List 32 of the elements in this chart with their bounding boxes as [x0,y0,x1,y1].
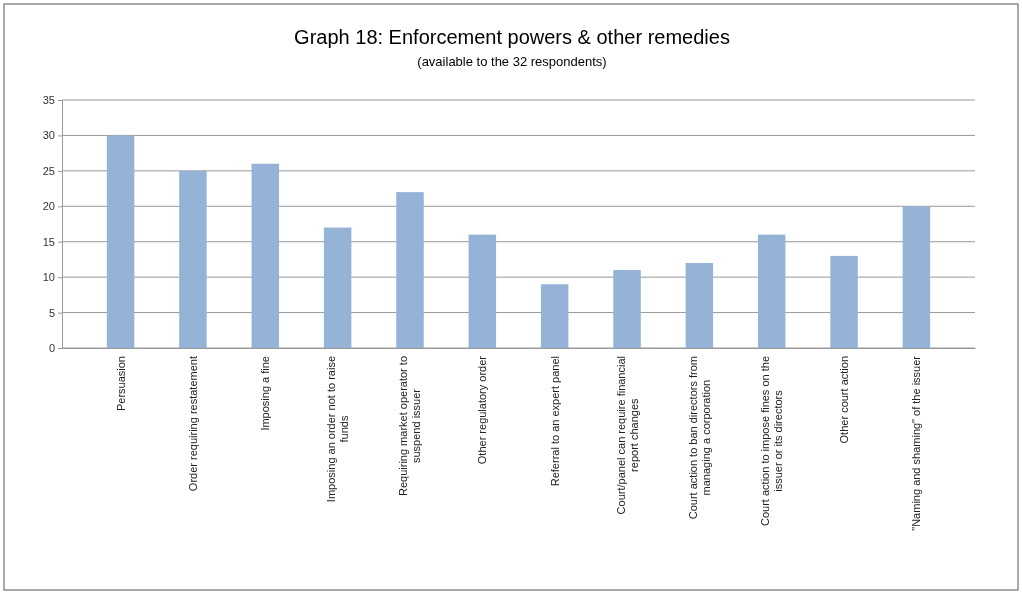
x-tick-label: Court action to impose fines on the issuer or its directors [759,356,785,526]
y-tick-label: 5 [48,306,55,319]
y-tick-label: 30 [42,129,55,142]
x-tick-label: Order requiring restatement [186,356,199,492]
bar [396,192,424,348]
x-tick-label: Other regulatory order [476,355,489,465]
y-tick-label: 15 [42,235,55,248]
bar [468,234,497,348]
y-tick-label: 20 [42,200,55,213]
bar [179,170,207,348]
bar [540,284,569,348]
x-tick-label: Court/panel can require financial report changes [614,356,640,515]
y-tick-label: 35 [42,94,55,107]
x-tick-label: Other court action [838,356,851,444]
x-tick-label: Imposing a fine [259,356,272,431]
x-tick-label: "Naming and shaming" of the issuer [910,355,923,531]
chart-title: Graph 18: Enforcement powers & other remedies [294,26,730,48]
x-tick-label: Referral to an expert panel [548,356,561,487]
bar [106,135,135,348]
bar [830,255,858,348]
chart-subtitle: (available to the 32 respondents) [417,54,607,69]
y-tick-label: 10 [42,271,55,284]
bar [685,262,714,348]
bar [323,227,352,348]
x-tick-label: Persuasion [114,356,127,412]
bar [613,270,641,348]
y-tick-label: 25 [42,164,55,177]
bar [902,206,931,348]
bar [757,234,786,348]
bar [251,163,280,348]
x-tick-label: Imposing an order not to raise funds [325,356,351,503]
y-tick-label: 0 [48,342,55,355]
